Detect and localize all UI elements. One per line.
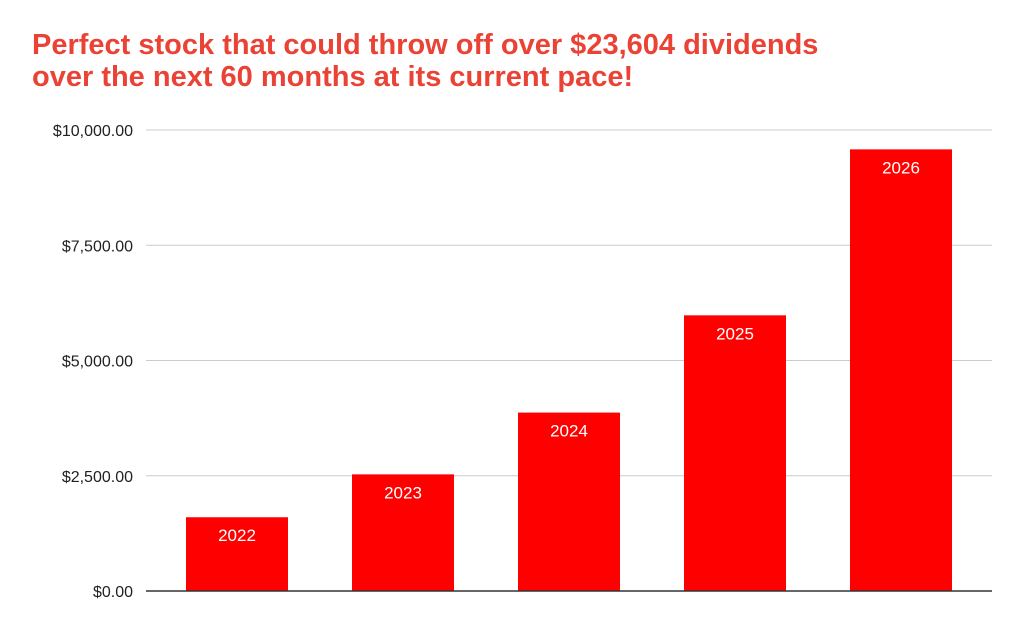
bar-2026 xyxy=(850,149,952,591)
bar-label-2024: 2024 xyxy=(550,422,588,441)
y-axis-tick-labels: $0.00 $2,500.00 $5,000.00 $7,500.00 $10,000.… xyxy=(53,123,133,601)
bar-2023 xyxy=(352,474,454,591)
bar-2025 xyxy=(684,315,786,591)
bar-label-2022: 2022 xyxy=(218,526,256,545)
bar-2024 xyxy=(518,412,620,591)
bar-2022 xyxy=(186,517,288,591)
chart-title: Perfect stock that could throw off over … xyxy=(32,29,1002,93)
chart-title-line-2: over the next 60 months at its current p… xyxy=(32,61,634,93)
chart-title-line-1: Perfect stock that could throw off over … xyxy=(32,29,819,61)
y-tick-label: $10,000.00 xyxy=(53,123,133,140)
y-tick-label: $5,000.00 xyxy=(62,354,133,371)
y-tick-label: $7,500.00 xyxy=(62,238,133,255)
bar-label-2025: 2025 xyxy=(716,324,754,343)
bar-label-2023: 2023 xyxy=(384,483,422,502)
bar-labels: 2022 2023 2024 2025 2026 xyxy=(218,158,920,545)
bars xyxy=(186,149,952,591)
y-tick-label: $2,500.00 xyxy=(62,469,133,486)
bar-label-2026: 2026 xyxy=(882,158,920,177)
y-tick-label: $0.00 xyxy=(93,584,133,601)
